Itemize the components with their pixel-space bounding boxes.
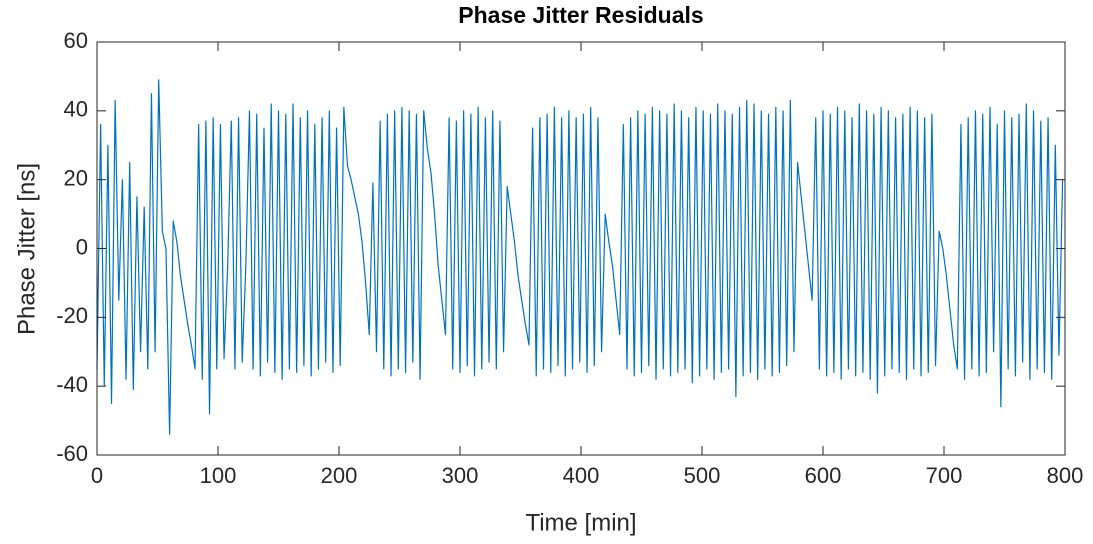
x-tick-label: 800 <box>1047 463 1084 488</box>
x-tick-label: 0 <box>91 463 103 488</box>
x-tick-label: 700 <box>926 463 963 488</box>
y-tick-label: -40 <box>56 372 88 397</box>
x-tick-label: 600 <box>805 463 842 488</box>
x-tick-label: 500 <box>684 463 721 488</box>
x-tick-label: 300 <box>442 463 479 488</box>
x-tick-label: 400 <box>563 463 600 488</box>
data-line <box>96 79 1064 435</box>
x-axis-label: Time [min] <box>525 509 636 536</box>
y-tick-label: 20 <box>64 165 88 190</box>
y-tick-label: 60 <box>64 28 88 53</box>
y-tick-label: -60 <box>56 441 88 466</box>
y-tick-label: 40 <box>64 97 88 122</box>
x-tick-label: 100 <box>200 463 237 488</box>
y-tick-label: -20 <box>56 303 88 328</box>
chart-title: Phase Jitter Residuals <box>458 2 703 28</box>
y-axis-label: Phase Jitter [ns] <box>13 163 40 335</box>
x-tick-label: 200 <box>321 463 358 488</box>
y-tick-label: 0 <box>76 234 88 259</box>
